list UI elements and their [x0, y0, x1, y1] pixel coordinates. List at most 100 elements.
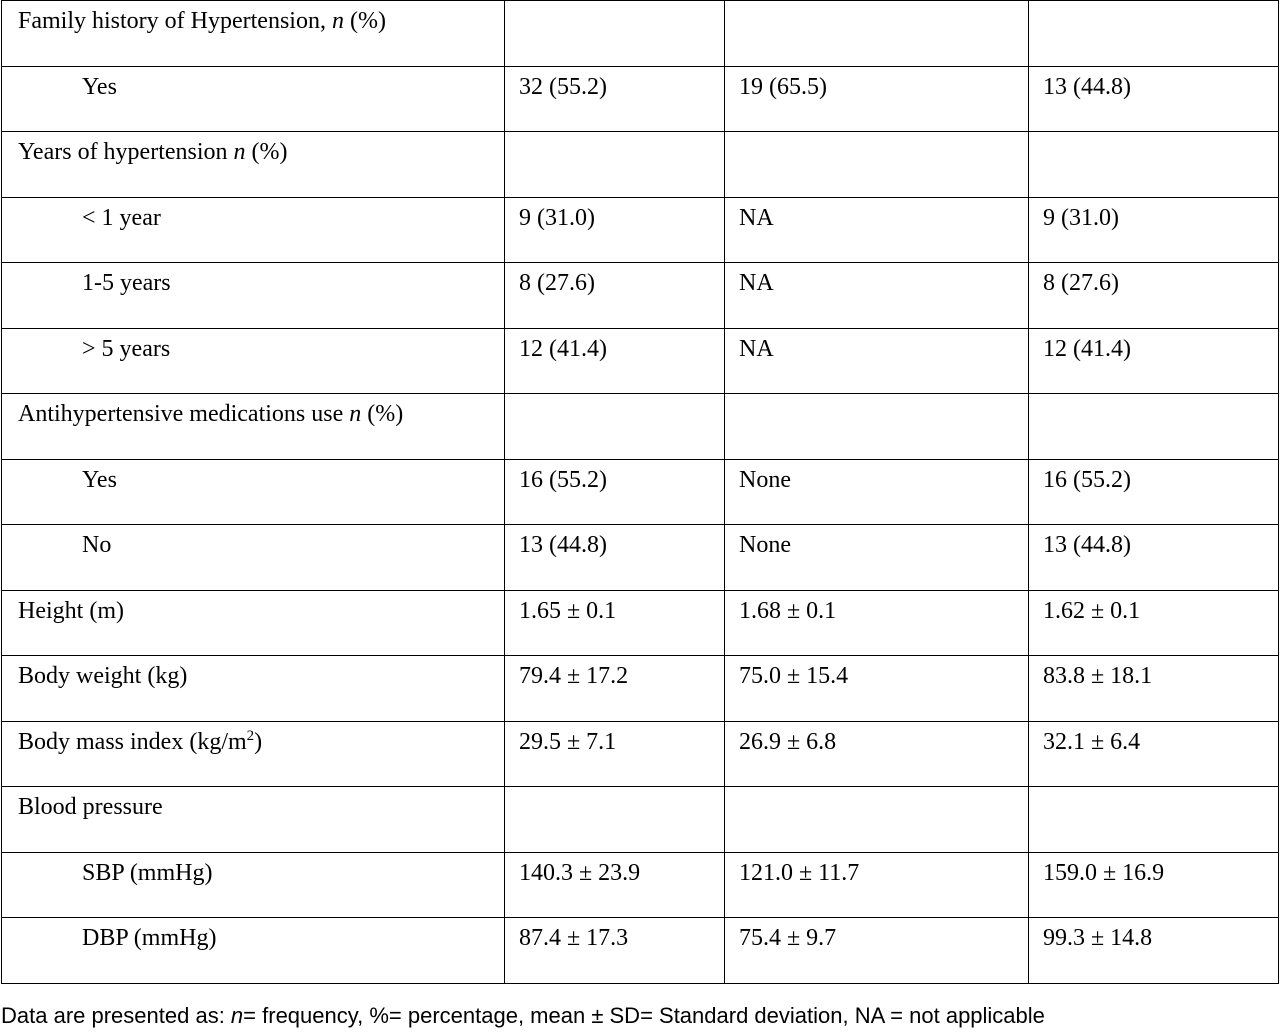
italic-text: n — [233, 139, 246, 165]
row-label: Height (m) — [1, 589, 505, 656]
row-label: Body weight (kg) — [1, 655, 505, 722]
table-cell — [724, 131, 1029, 198]
footnote: Data are presented as: n= frequency, %= … — [1, 1003, 1045, 1029]
table-cell: 32.1 ± 6.4 — [1028, 720, 1279, 787]
table-cell: 87.4 ± 17.3 — [504, 917, 725, 984]
table-row: DBP (mmHg) 87.4 ± 17.3 75.4 ± 9.7 99.3 ± 14… — [1, 917, 1279, 984]
italic-text: n — [331, 8, 344, 34]
text: < 1 year — [82, 204, 161, 231]
text: ) — [254, 728, 263, 755]
text: = frequency, %= percentage, mean ± SD= S… — [243, 1003, 1045, 1028]
row-label: Yes — [1, 65, 505, 132]
table-cell: 159.0 ± 16.9 — [1028, 851, 1279, 918]
text: Height (m) — [18, 597, 124, 624]
text: Yes — [82, 73, 117, 100]
table-cell: 32 (55.2) — [504, 65, 725, 132]
text: SBP (mmHg) — [82, 859, 213, 886]
table-cell — [1028, 393, 1279, 460]
data-table: Family history of Hypertension, n (%) Yes… — [1, 0, 1279, 984]
table-row: SBP (mmHg) 140.3 ± 23.9 121.0 ± 11.7 159.0 … — [1, 851, 1279, 918]
table-row: < 1 year 9 (31.0) NA 9 (31.0) — [1, 196, 1279, 263]
table-row: > 5 years 12 (41.4) NA 12 (41.4) — [1, 327, 1279, 394]
table-cell — [724, 786, 1029, 853]
table-cell — [1028, 786, 1279, 853]
table-cell: 19 (65.5) — [724, 65, 1029, 132]
text: No — [82, 532, 112, 558]
table-body: Family history of Hypertension, n (%) Yes… — [1, 0, 1279, 984]
text: Antihypertensive medications use — [18, 401, 350, 427]
table-cell: 1.68 ± 0.1 — [724, 589, 1029, 656]
table-cell: 75.4 ± 9.7 — [724, 917, 1029, 984]
table-cell: NA — [724, 262, 1029, 329]
row-label: No — [1, 524, 505, 591]
row-label: Body mass index (kg/m2) — [1, 720, 505, 787]
text: Years of hypertension — [18, 139, 234, 165]
table-cell: 12 (41.4) — [1028, 327, 1279, 394]
text: Yes — [82, 466, 117, 493]
table-cell: 12 (41.4) — [504, 327, 725, 394]
table-cell: 9 (31.0) — [504, 196, 725, 263]
text: (%) — [343, 8, 386, 34]
row-label: 1-5 years — [1, 262, 505, 329]
superscript: 2 — [246, 727, 255, 744]
row-label: Antihypertensive medications use n (%) — [1, 393, 505, 460]
table-cell — [504, 131, 725, 198]
table-cell: 13 (44.8) — [1028, 524, 1279, 591]
text: Blood pressure — [18, 794, 163, 820]
text: DBP (mmHg) — [82, 925, 217, 951]
text: (%) — [245, 139, 288, 165]
text: Body mass index (kg/m — [18, 728, 247, 755]
text: Family history of Hypertension, — [18, 8, 332, 34]
table-cell — [724, 0, 1029, 67]
italic-text: n — [349, 401, 362, 427]
table-cell: NA — [724, 327, 1029, 394]
table-cell: 1.62 ± 0.1 — [1028, 589, 1279, 656]
table-cell: None — [724, 524, 1029, 591]
table-row: Blood pressure — [1, 786, 1279, 853]
row-label: Blood pressure — [1, 786, 505, 853]
table-cell — [504, 786, 725, 853]
table-cell: 83.8 ± 18.1 — [1028, 655, 1279, 722]
table-cell: 13 (44.8) — [1028, 65, 1279, 132]
table-row: Height (m) 1.65 ± 0.1 1.68 ± 0.1 1.62 ± 0.1 — [1, 589, 1279, 656]
text: 1-5 years — [82, 270, 171, 296]
row-label: DBP (mmHg) — [1, 917, 505, 984]
italic-text: n — [230, 1003, 244, 1028]
table-cell — [504, 0, 725, 67]
table-cell: 13 (44.8) — [504, 524, 725, 591]
table-row: Yes 32 (55.2) 19 (65.5) 13 (44.8) — [1, 65, 1279, 132]
table-cell: 121.0 ± 11.7 — [724, 851, 1029, 918]
table-cell: 29.5 ± 7.1 — [504, 720, 725, 787]
text: (%) — [361, 401, 404, 427]
text: > 5 years — [82, 335, 171, 362]
row-label: > 5 years — [1, 327, 505, 394]
table-row: Years of hypertension n (%) — [1, 131, 1279, 198]
table-cell — [504, 393, 725, 460]
text: Body weight (kg) — [18, 663, 188, 689]
table-cell: None — [724, 458, 1029, 525]
text: Data are presented as: — [1, 1003, 231, 1028]
table-cell — [724, 393, 1029, 460]
row-label: Family history of Hypertension, n (%) — [1, 0, 505, 67]
table-cell: 75.0 ± 15.4 — [724, 655, 1029, 722]
table-cell — [1028, 131, 1279, 198]
table-row: Family history of Hypertension, n (%) — [1, 0, 1279, 67]
table-cell — [1028, 0, 1279, 67]
row-label: Years of hypertension n (%) — [1, 131, 505, 198]
table-cell: 9 (31.0) — [1028, 196, 1279, 263]
table-cell: 16 (55.2) — [1028, 458, 1279, 525]
row-label: SBP (mmHg) — [1, 851, 505, 918]
table-row: Body mass index (kg/m2) 29.5 ± 7.1 26.9 ± … — [1, 720, 1279, 787]
table-cell: 79.4 ± 17.2 — [504, 655, 725, 722]
table-cell: 8 (27.6) — [504, 262, 725, 329]
table-cell: NA — [724, 196, 1029, 263]
row-label: Yes — [1, 458, 505, 525]
table-row: Antihypertensive medications use n (%) — [1, 393, 1279, 460]
table-cell: 1.65 ± 0.1 — [504, 589, 725, 656]
table-row: Body weight (kg) 79.4 ± 17.2 75.0 ± 15.4 83… — [1, 655, 1279, 722]
table-cell: 16 (55.2) — [504, 458, 725, 525]
table-row: 1-5 years 8 (27.6) NA 8 (27.6) — [1, 262, 1279, 329]
table-cell: 8 (27.6) — [1028, 262, 1279, 329]
table-cell: 99.3 ± 14.8 — [1028, 917, 1279, 984]
